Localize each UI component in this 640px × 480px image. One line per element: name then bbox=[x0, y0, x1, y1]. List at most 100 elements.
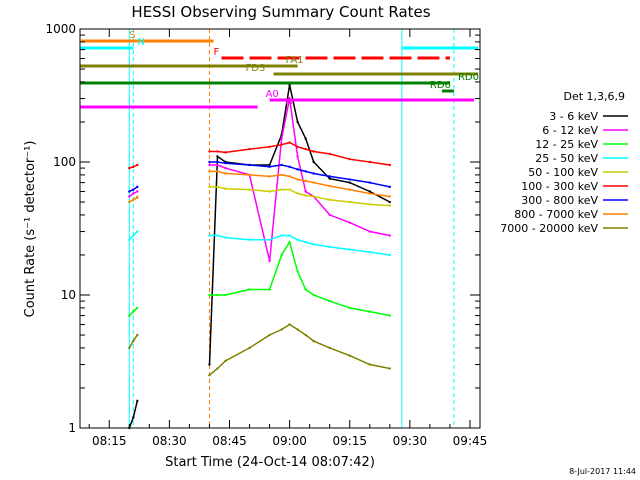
legend-label: 3 - 6 keV bbox=[549, 110, 598, 123]
footer-timestamp: 8-Jul-2017 11:44 bbox=[569, 467, 636, 476]
legend-label: 6 - 12 keV bbox=[542, 124, 598, 137]
data-point bbox=[328, 177, 331, 180]
data-point bbox=[268, 145, 271, 149]
data-point bbox=[296, 270, 299, 273]
data-point bbox=[280, 234, 283, 237]
data-point bbox=[208, 293, 211, 297]
data-point bbox=[288, 141, 291, 144]
data-point bbox=[280, 143, 283, 146]
data-point bbox=[132, 339, 135, 343]
series-line bbox=[128, 323, 390, 376]
data-point bbox=[368, 190, 371, 193]
data-point bbox=[328, 184, 331, 188]
data-point bbox=[288, 188, 291, 191]
flag-label: FD3 bbox=[246, 63, 266, 74]
data-point bbox=[136, 230, 139, 233]
data-point bbox=[388, 163, 392, 167]
data-point bbox=[296, 168, 299, 171]
series-line bbox=[128, 230, 390, 256]
data-point bbox=[216, 234, 219, 237]
data-point bbox=[132, 192, 135, 195]
data-point bbox=[368, 310, 371, 313]
data-point bbox=[312, 293, 315, 297]
data-point bbox=[304, 147, 307, 151]
data-point bbox=[368, 230, 371, 233]
data-point bbox=[248, 163, 251, 167]
flag-label: A0 bbox=[266, 89, 279, 100]
data-point bbox=[296, 192, 299, 195]
y-axis-label: Count Rate (s⁻¹ detector⁻¹) bbox=[23, 141, 38, 318]
x-tick-label: 08:30 bbox=[152, 434, 187, 448]
data-point bbox=[348, 221, 351, 224]
data-point bbox=[224, 172, 227, 175]
data-point bbox=[304, 194, 307, 197]
data-point bbox=[216, 293, 219, 297]
data-point bbox=[248, 173, 251, 177]
legend-label: 25 - 50 keV bbox=[535, 152, 598, 165]
data-point bbox=[248, 346, 251, 350]
data-point bbox=[128, 346, 131, 350]
data-point bbox=[248, 288, 251, 291]
data-point bbox=[348, 178, 351, 181]
data-point bbox=[216, 155, 219, 158]
flag-label: FA1 bbox=[286, 55, 304, 66]
y-tick-label: 1 bbox=[68, 421, 76, 435]
data-point bbox=[216, 170, 219, 173]
data-point bbox=[348, 157, 351, 161]
data-point bbox=[216, 160, 219, 164]
data-point bbox=[132, 188, 135, 191]
data-point bbox=[216, 185, 219, 189]
data-point bbox=[128, 166, 131, 170]
data-point bbox=[304, 240, 307, 244]
data-point bbox=[328, 175, 331, 178]
data-point bbox=[296, 155, 299, 158]
legend-label: 7000 - 20000 keV bbox=[500, 222, 598, 235]
data-point bbox=[312, 172, 315, 175]
data-point bbox=[280, 328, 283, 331]
data-point bbox=[268, 333, 271, 337]
data-point bbox=[136, 333, 139, 337]
data-point bbox=[312, 160, 315, 164]
data-point bbox=[388, 367, 392, 370]
data-point bbox=[296, 238, 299, 242]
data-point bbox=[208, 373, 211, 377]
data-point bbox=[348, 306, 351, 310]
data-point bbox=[208, 185, 211, 189]
data-point bbox=[208, 170, 211, 173]
data-point bbox=[136, 196, 139, 199]
data-point bbox=[128, 195, 131, 198]
data-point bbox=[268, 238, 271, 242]
data-point bbox=[208, 363, 211, 366]
data-point bbox=[280, 188, 283, 191]
data-point bbox=[268, 288, 271, 291]
data-point bbox=[328, 213, 331, 217]
x-tick-label: 09:15 bbox=[332, 434, 367, 448]
data-point bbox=[388, 314, 392, 317]
data-point bbox=[224, 161, 227, 165]
data-point bbox=[388, 204, 392, 207]
data-point bbox=[312, 243, 315, 246]
data-point bbox=[368, 181, 371, 184]
data-point bbox=[304, 170, 307, 173]
flag-label: RD0 bbox=[458, 72, 479, 83]
series-line bbox=[128, 170, 390, 203]
data-point bbox=[312, 339, 315, 343]
data-point bbox=[224, 293, 227, 297]
x-tick-label: 09:45 bbox=[453, 434, 488, 448]
series-line bbox=[128, 84, 391, 429]
data-point bbox=[368, 160, 371, 164]
data-point bbox=[136, 185, 139, 189]
data-point bbox=[288, 240, 291, 244]
data-point bbox=[136, 163, 139, 167]
data-point bbox=[280, 163, 283, 167]
data-point bbox=[216, 163, 219, 167]
flag-label: N bbox=[137, 37, 144, 48]
data-point bbox=[208, 234, 211, 237]
data-point bbox=[128, 314, 131, 317]
data-point bbox=[288, 175, 291, 178]
legend-label: 12 - 25 keV bbox=[535, 138, 598, 151]
data-point bbox=[128, 238, 131, 242]
data-point bbox=[348, 248, 351, 251]
data-point bbox=[280, 173, 283, 177]
